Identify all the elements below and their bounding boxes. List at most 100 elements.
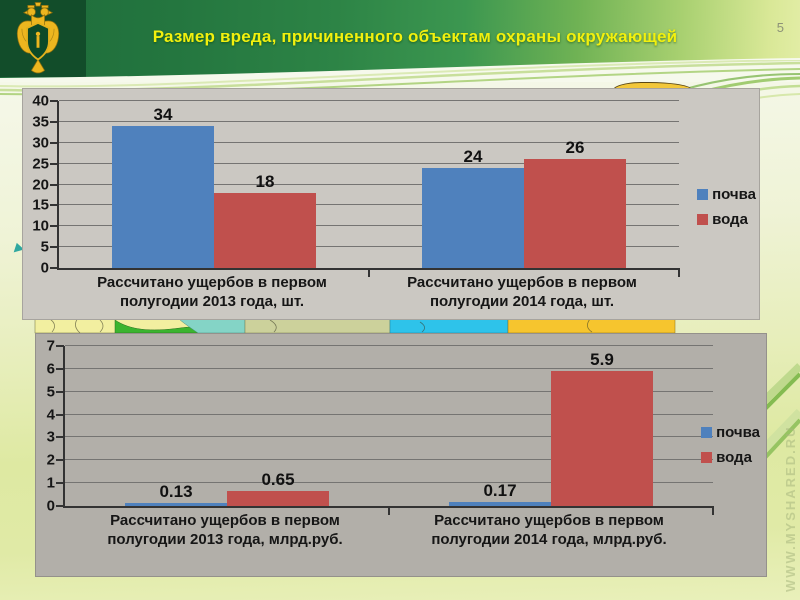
category-label: Рассчитано ущербов в первом полугодии 20… xyxy=(431,512,667,548)
y-axis-tick-label: 5 xyxy=(40,238,49,256)
bar-вода: 0.65 xyxy=(227,470,329,506)
bar-value-label: 18 xyxy=(255,171,275,191)
y-axis-tickmark xyxy=(50,225,58,228)
y-axis-tickmark xyxy=(56,367,64,370)
bar-group: 34 18 xyxy=(59,101,369,268)
y-axis-tickmark xyxy=(56,459,64,462)
category-label: Рассчитано ущербов в первом полугодии 20… xyxy=(97,274,327,310)
y-axis-tick-label: 10 xyxy=(32,217,49,235)
y-axis-tick-label: 6 xyxy=(46,360,55,378)
chart-legend: почва вода xyxy=(701,424,760,466)
gridline xyxy=(59,162,679,164)
gridline xyxy=(59,120,679,122)
y-axis-tickmark xyxy=(50,246,58,249)
y-axis-tick-label: 0 xyxy=(46,497,55,515)
category-boundary-tick xyxy=(712,506,714,515)
y-axis-tickmark xyxy=(50,204,58,207)
gridline xyxy=(59,225,679,227)
bar-group: 0.17 5.9 xyxy=(389,346,713,506)
legend-label: почва xyxy=(712,186,756,203)
legend-swatch xyxy=(697,189,709,200)
double-headed-eagle-emblem-icon xyxy=(16,2,60,74)
y-axis-tickmark xyxy=(50,267,58,269)
gridline xyxy=(59,141,679,143)
bar-вода: 18 xyxy=(214,172,316,268)
bar-group: 24 26 xyxy=(369,101,679,268)
legend-item-вода: вода xyxy=(701,449,760,466)
gridline xyxy=(59,100,679,101)
bar-value-label: 0.13 xyxy=(159,482,193,502)
gridline xyxy=(65,367,713,369)
y-axis-tickmark xyxy=(50,120,58,123)
y-axis-tick-label: 4 xyxy=(46,406,55,424)
y-axis-tickmark xyxy=(56,345,64,347)
legend-item-почва: почва xyxy=(701,424,760,441)
legend-item-почва: почва xyxy=(697,186,756,203)
bar-вода: 26 xyxy=(524,138,626,268)
y-axis-tick-label: 7 xyxy=(46,337,55,355)
chart-legend: почва вода xyxy=(697,186,756,228)
gridline xyxy=(65,413,713,415)
legend-swatch xyxy=(701,427,713,438)
y-axis-tickmark xyxy=(56,505,64,507)
legend-swatch xyxy=(697,214,709,225)
y-axis-tickmark xyxy=(50,162,58,165)
bar-value-label: 0.17 xyxy=(483,481,517,501)
bar-value-label: 34 xyxy=(153,105,173,125)
bar-group: 0.13 0.65 xyxy=(65,346,389,506)
y-axis-tickmark xyxy=(56,413,64,416)
y-axis-tick-label: 20 xyxy=(32,176,49,193)
y-axis-tick-label: 2 xyxy=(46,451,55,469)
bar-почва: 24 xyxy=(422,147,524,268)
gridline xyxy=(65,345,713,346)
y-axis-tickmark xyxy=(56,390,64,393)
bar-вода: 5.9 xyxy=(551,350,653,506)
category-label: Рассчитано ущербов в первом полугодии 20… xyxy=(407,274,637,310)
bar-value-label: 5.9 xyxy=(590,350,614,370)
gridline xyxy=(65,482,713,484)
legend-label: вода xyxy=(716,449,752,466)
bar-почва: 0.17 xyxy=(449,481,551,506)
bar-value-label: 0.65 xyxy=(261,470,295,490)
bar-chart-damage-count: 0 5 10 15 20 25 30 35 40 34 18 24 26 Рассчитано ущер… xyxy=(22,88,760,320)
category-axis-labels: Рассчитано ущербов в первом полугодии 20… xyxy=(57,273,677,312)
y-axis-tickmark xyxy=(50,100,58,102)
legend-label: вода xyxy=(712,211,748,228)
category-axis-labels: Рассчитано ущербов в первом полугодии 20… xyxy=(63,511,711,550)
category-boundary-tick xyxy=(368,268,370,277)
gridline xyxy=(59,183,679,185)
slide-title: Размер вреда, причиненного объектам охра… xyxy=(152,27,678,46)
plot-area: 0 5 10 15 20 25 30 35 40 34 18 24 26 xyxy=(32,94,680,277)
legend-label: почва xyxy=(716,424,760,441)
site-watermark: WWW.MYSHARED.RU xyxy=(783,425,798,593)
y-axis-tick-label: 5 xyxy=(46,383,55,401)
category-label: Рассчитано ущербов в первом полугодии 20… xyxy=(107,512,343,548)
bar-value-label: 26 xyxy=(565,138,585,158)
gridline xyxy=(59,204,679,206)
legend-item-вода: вода xyxy=(697,211,756,228)
category-boundary-tick xyxy=(678,268,680,277)
y-axis-tick-label: 1 xyxy=(46,474,55,492)
y-axis-tickmark xyxy=(50,141,58,144)
gridline xyxy=(65,436,713,438)
plot-area: 0 1 2 3 4 5 6 7 0.13 0.65 0.17 5.9 xyxy=(47,339,714,515)
gridline xyxy=(59,246,679,248)
y-axis-tick-label: 25 xyxy=(32,155,49,173)
bar-почва: 0.13 xyxy=(125,482,227,506)
bar-chart-damage-rubles: 0 1 2 3 4 5 6 7 0.13 0.65 0.17 5.9 Рассчитано ущерб… xyxy=(35,333,767,577)
y-axis-tickmark xyxy=(56,436,64,439)
y-axis-tick-label: 40 xyxy=(32,92,49,110)
gridline xyxy=(65,390,713,392)
y-axis-tickmark xyxy=(56,482,64,485)
page-number: 5 xyxy=(776,20,784,35)
y-axis-tick-label: 15 xyxy=(32,196,49,214)
y-axis-tick-label: 35 xyxy=(32,113,49,131)
y-axis-tickmark xyxy=(50,183,58,186)
y-axis-tick-label: 3 xyxy=(46,428,55,446)
category-boundary-tick xyxy=(388,506,390,515)
background-map-strip xyxy=(34,317,676,334)
bar-value-label: 24 xyxy=(463,146,483,166)
y-axis-tick-label: 0 xyxy=(40,259,49,277)
y-axis-tick-label: 30 xyxy=(32,134,49,152)
